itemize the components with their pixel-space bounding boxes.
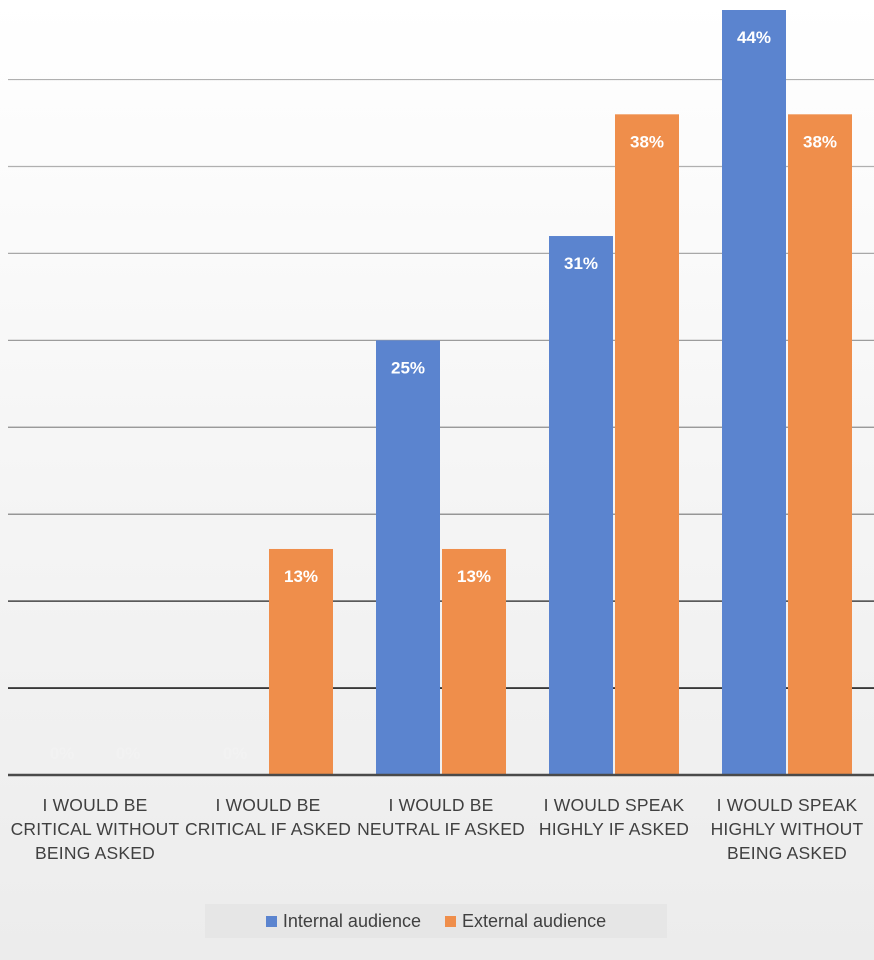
data-label: 25% (391, 358, 425, 377)
legend-label-external: External audience (462, 910, 607, 931)
bar-external-2 (442, 548, 506, 775)
bar-external-1 (269, 548, 333, 775)
bar-internal-3 (549, 236, 613, 776)
data-label: 0% (223, 744, 248, 763)
legend-swatch-internal (265, 915, 277, 927)
legend-item-external: External audience (445, 911, 606, 932)
category-label: I WOULD SPEAK HIGHLY IF ASKED (538, 795, 690, 839)
bars (269, 10, 852, 776)
legend-swatch-external (445, 915, 456, 927)
data-label: 13% (457, 567, 491, 586)
data-label: 0% (50, 744, 75, 763)
bar-external-4 (788, 114, 852, 776)
legend-label-internal: Internal audience (282, 910, 421, 931)
bar-external-3 (615, 114, 679, 776)
bar-internal-2 (376, 340, 440, 775)
data-label: 13% (284, 567, 318, 586)
data-label: 0% (116, 744, 141, 763)
data-label: 38% (630, 132, 664, 151)
data-label: 31% (564, 254, 598, 273)
data-label: 44% (737, 28, 771, 47)
category-label: I WOULD BE CRITICAL WITHOUT BEING ASKED (10, 795, 180, 863)
category-label: I WOULD BE CRITICAL IF ASKED (184, 795, 352, 839)
data-labels: 0% 0% 0% 13% 25% 13% 31% 38% 44% 38% (50, 28, 837, 763)
category-label: I WOULD SPEAK HIGHLY WITHOUT BEING ASKED (710, 795, 864, 863)
legend: Internal audience External audience (205, 904, 667, 938)
data-label: 38% (803, 132, 837, 151)
legend-item-internal: Internal audience (265, 910, 421, 932)
bar-internal-4 (722, 10, 786, 775)
category-label: I WOULD BE NEUTRAL IF ASKED (357, 795, 525, 839)
